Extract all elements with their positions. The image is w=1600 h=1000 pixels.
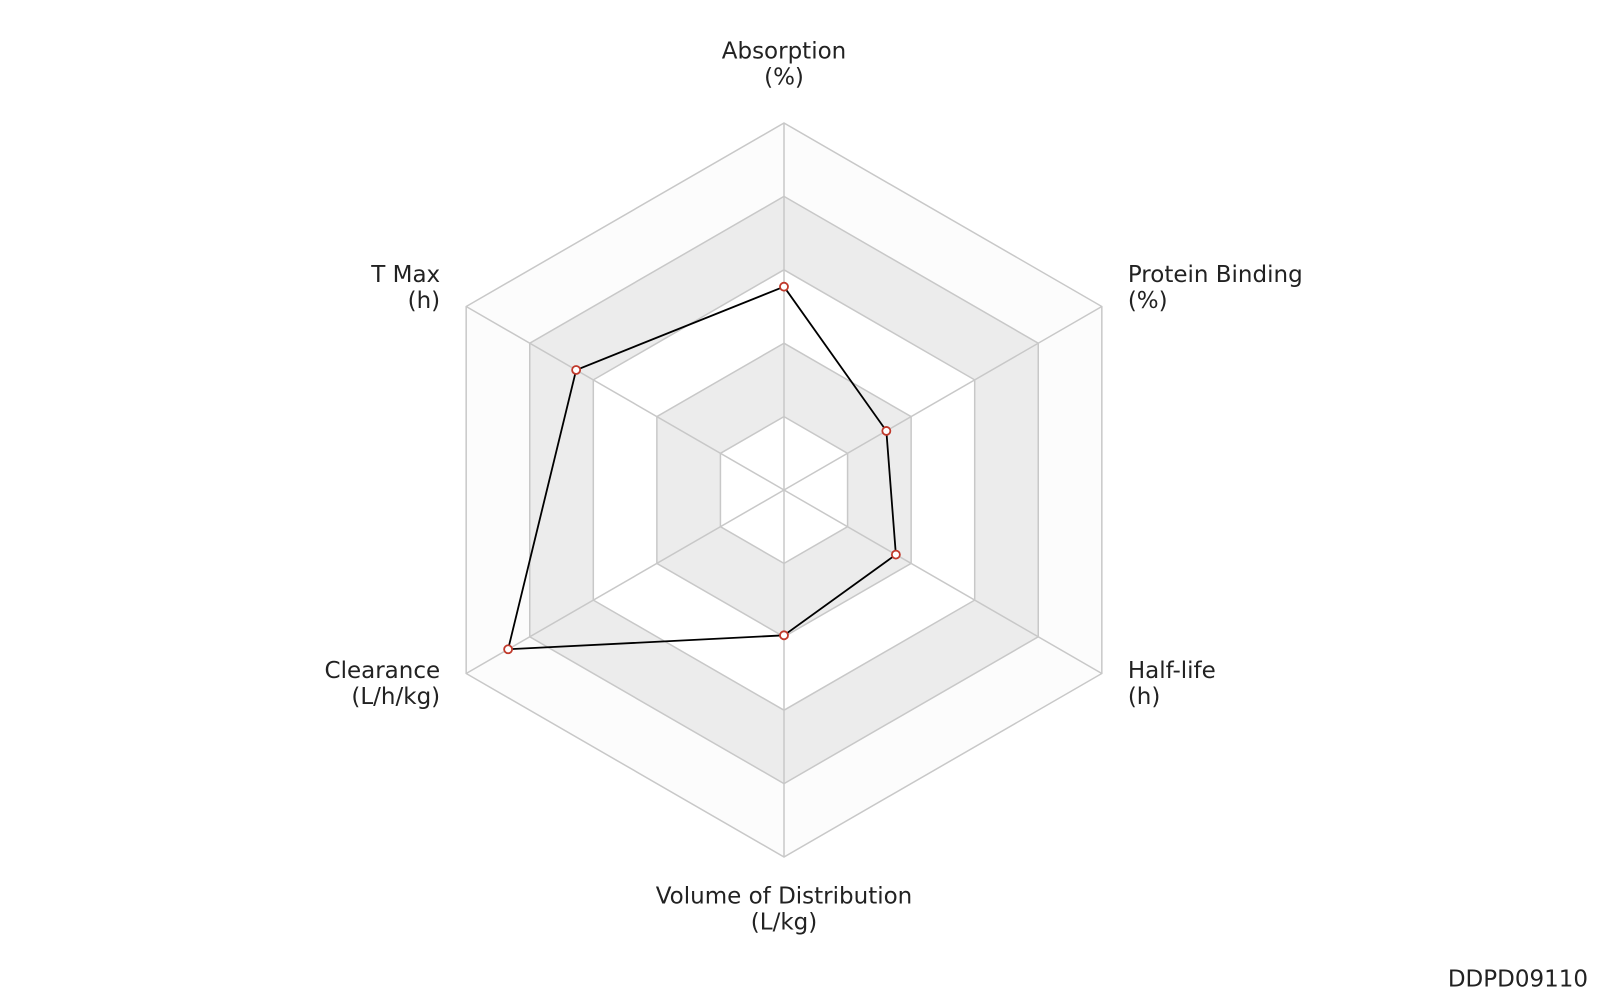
axis-label: Half-life [1128,658,1216,684]
axis-unit: (%) [1128,288,1168,314]
axis-label: Clearance [325,658,441,684]
axis-label: Volume of Distribution [656,884,913,910]
axis-label: Absorption [722,39,847,65]
data-point [571,365,582,375]
data-point [881,426,892,436]
axis-label: T Max [370,262,440,288]
axis-spoke [465,305,785,491]
data-point [779,630,789,641]
axis-spoke [783,305,1103,491]
data-point [890,549,901,560]
axis-unit: (L/h/kg) [351,684,440,710]
axis-spoke [465,489,785,675]
watermark: DDPD09110 [1448,967,1588,993]
axis-unit: (L/kg) [751,910,817,936]
data-point [779,281,789,292]
axis-unit: (h) [408,288,441,314]
data-point [503,644,514,655]
axis-label: Protein Binding [1128,262,1303,288]
axis-unit: (%) [764,65,804,91]
axis-spoke [783,489,1103,675]
axis-unit: (h) [1128,684,1161,710]
